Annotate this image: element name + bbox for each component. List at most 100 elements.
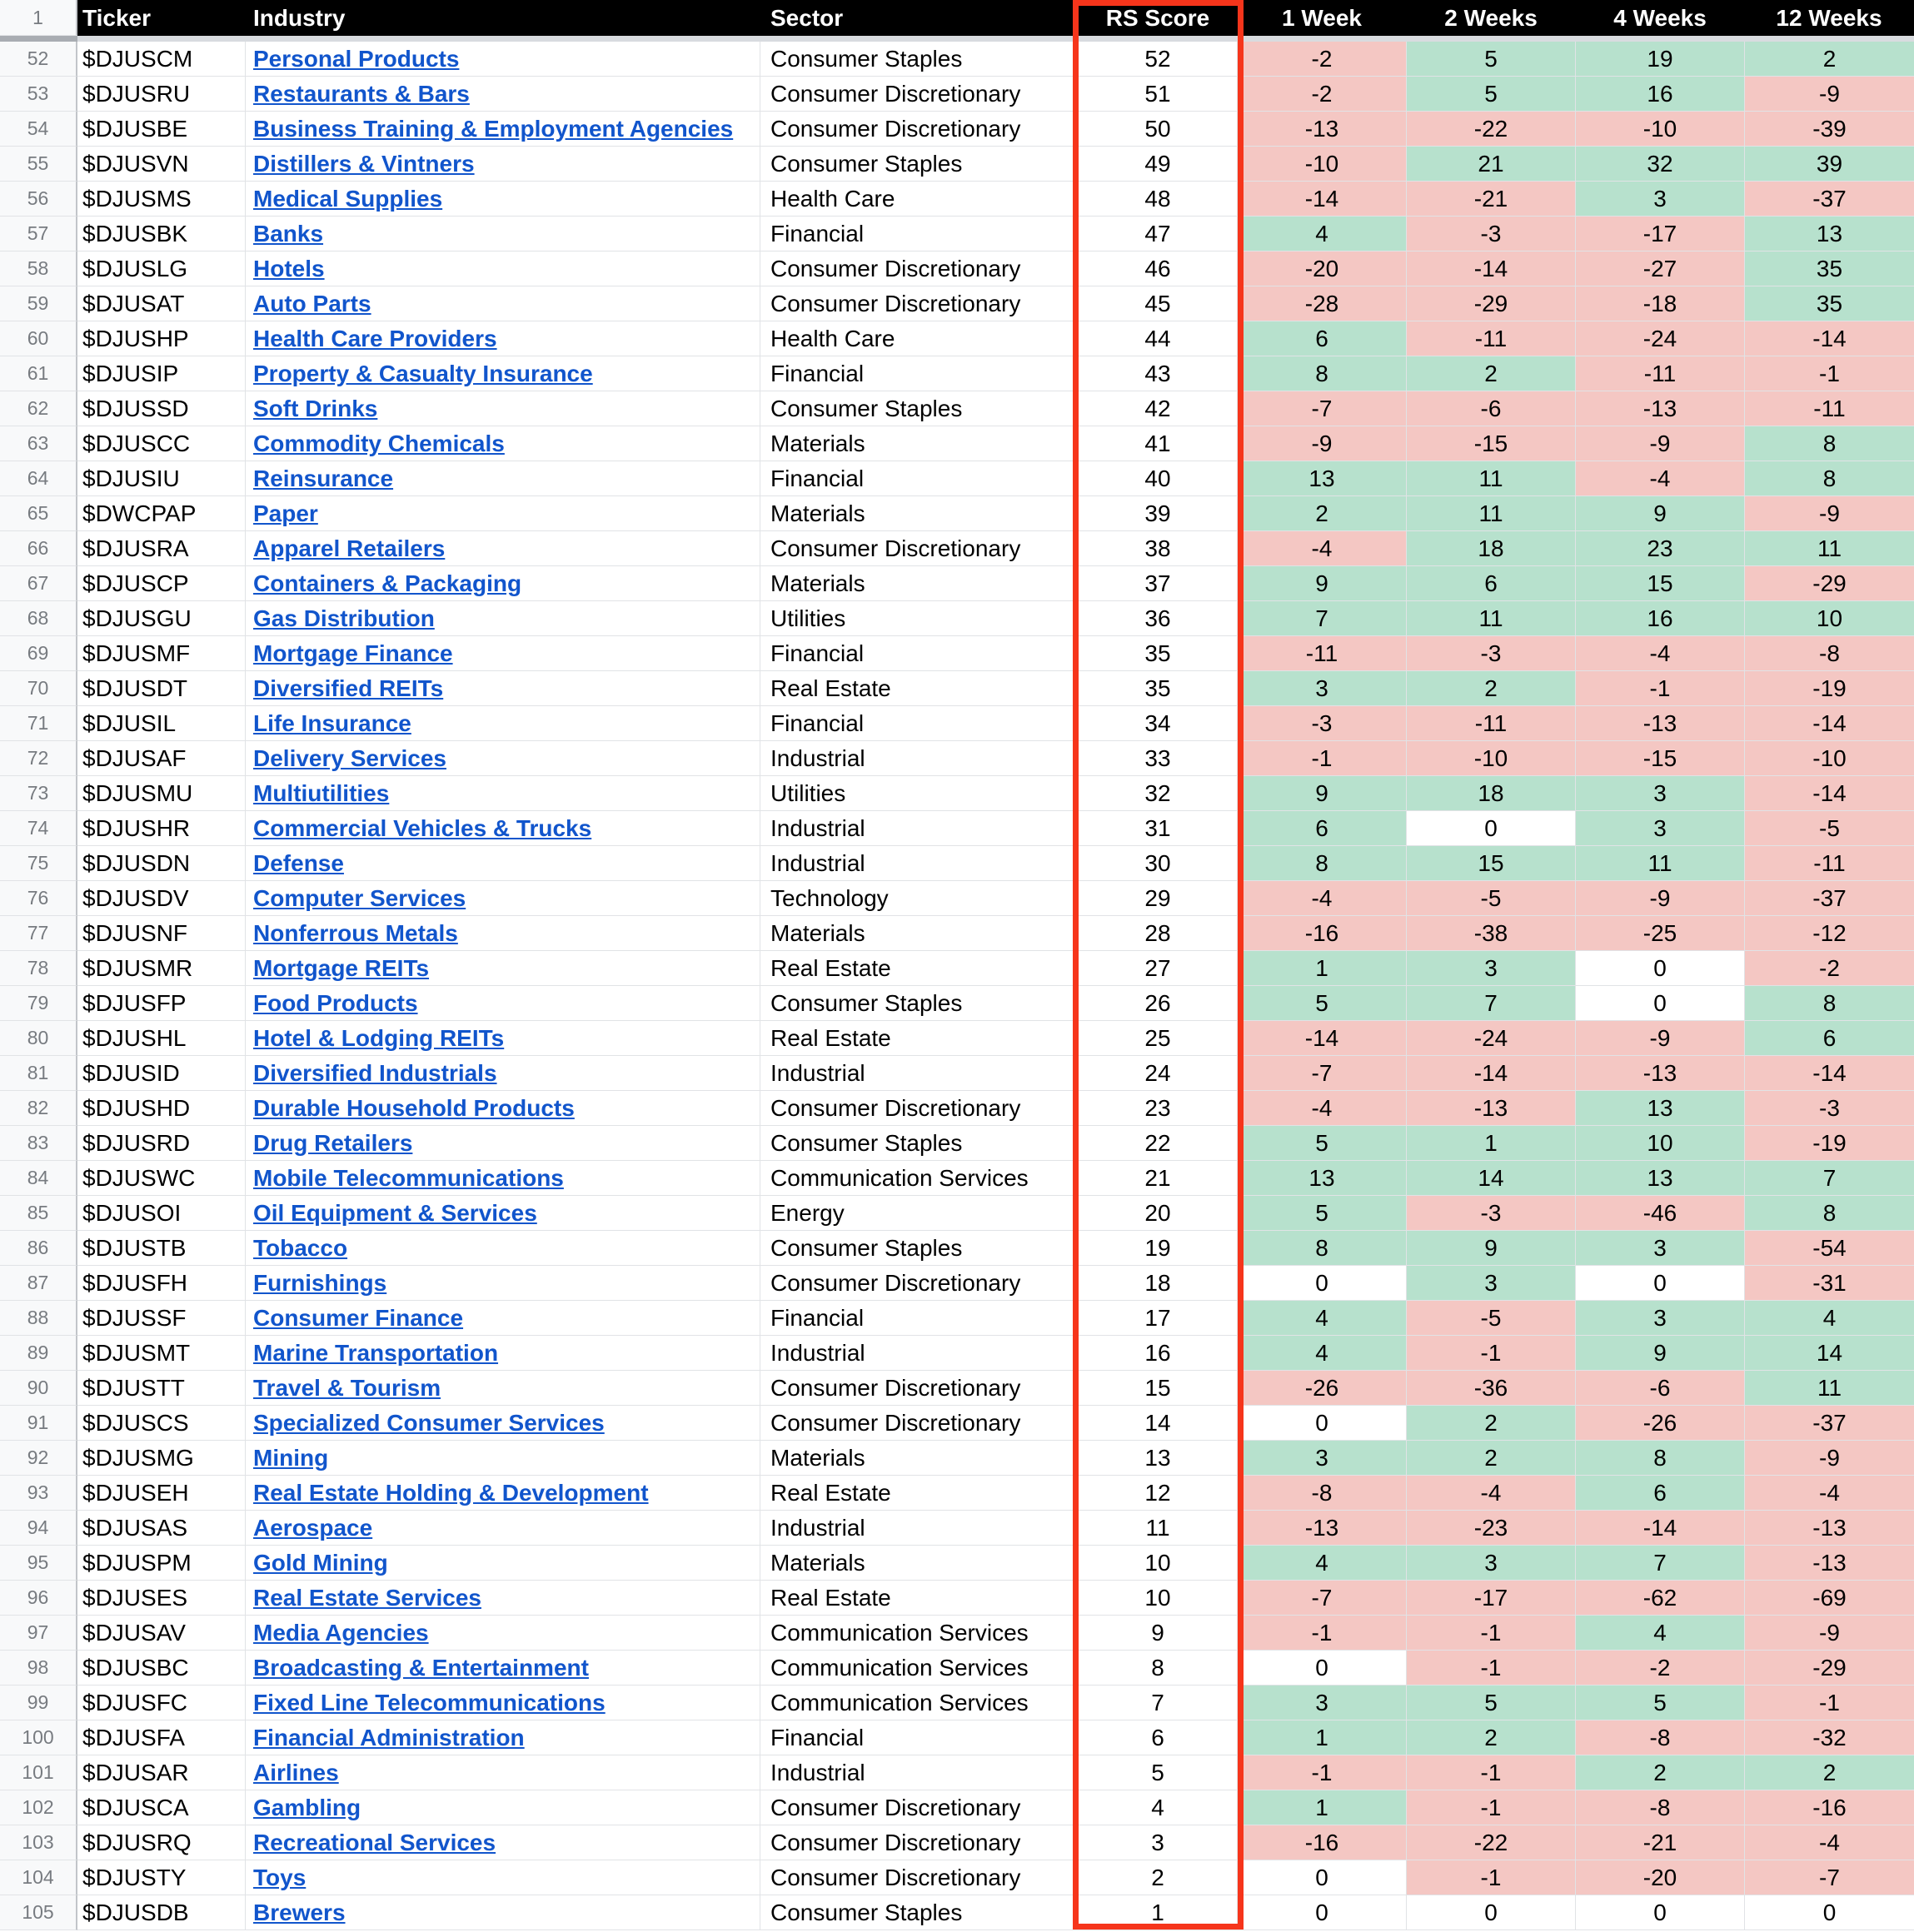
cell-12-weeks[interactable]: -9 <box>1745 77 1914 112</box>
col-header-12-weeks[interactable]: 12 Weeks <box>1745 0 1914 36</box>
row-number[interactable]: 76 <box>0 881 77 916</box>
cell-1-week[interactable]: 9 <box>1238 566 1407 601</box>
industry-link[interactable]: Paper <box>253 500 318 526</box>
sector-cell[interactable]: Industrial <box>760 741 1079 776</box>
industry-link[interactable]: Delivery Services <box>253 744 446 771</box>
sector-cell[interactable]: Consumer Discretionary <box>760 1266 1079 1301</box>
ticker-cell[interactable]: $DJUSFA <box>77 1720 246 1755</box>
cell-4-weeks[interactable]: 3 <box>1576 776 1745 811</box>
industry-link[interactable]: Apparel Retailers <box>253 535 446 561</box>
col-header-ticker[interactable]: Ticker <box>77 0 246 36</box>
industry-link[interactable]: Gold Mining <box>253 1549 388 1576</box>
cell-2-weeks[interactable]: -6 <box>1407 391 1576 426</box>
industry-link[interactable]: Oil Equipment & Services <box>253 1199 537 1226</box>
row-number[interactable]: 75 <box>0 846 77 881</box>
cell-4-weeks[interactable]: 16 <box>1576 601 1745 636</box>
cell-2-weeks[interactable]: 3 <box>1407 951 1576 986</box>
sector-cell[interactable]: Industrial <box>760 1511 1079 1546</box>
cell-1-week[interactable]: 5 <box>1238 986 1407 1021</box>
col-header-1-week[interactable]: 1 Week <box>1238 0 1407 36</box>
rs-score-cell[interactable]: 32 <box>1079 776 1238 811</box>
cell-2-weeks[interactable]: 3 <box>1407 1546 1576 1581</box>
row-number[interactable]: 70 <box>0 671 77 706</box>
industry-cell[interactable]: Tobacco <box>246 1231 760 1266</box>
industry-link[interactable]: Consumer Finance <box>253 1304 464 1331</box>
rs-score-cell[interactable]: 47 <box>1079 217 1238 251</box>
ticker-cell[interactable]: $DJUSVN <box>77 147 246 182</box>
cell-12-weeks[interactable]: 11 <box>1745 1371 1914 1406</box>
rs-score-cell[interactable]: 14 <box>1079 1406 1238 1441</box>
row-number[interactable]: 80 <box>0 1021 77 1056</box>
sector-cell[interactable]: Materials <box>760 496 1079 531</box>
cell-1-week[interactable]: 0 <box>1238 1895 1407 1930</box>
cell-2-weeks[interactable]: -3 <box>1407 1196 1576 1231</box>
ticker-cell[interactable]: $DJUSRU <box>77 77 246 112</box>
cell-1-week[interactable]: 1 <box>1238 951 1407 986</box>
row-number[interactable]: 92 <box>0 1441 77 1476</box>
industry-link[interactable]: Personal Products <box>253 45 460 72</box>
cell-1-week[interactable]: 0 <box>1238 1406 1407 1441</box>
cell-12-weeks[interactable]: -7 <box>1745 1860 1914 1895</box>
cell-2-weeks[interactable]: -1 <box>1407 1651 1576 1686</box>
industry-link[interactable]: Nonferrous Metals <box>253 919 458 946</box>
cell-12-weeks[interactable]: 6 <box>1745 1021 1914 1056</box>
cell-1-week[interactable]: 4 <box>1238 1546 1407 1581</box>
row-number[interactable]: 98 <box>0 1651 77 1686</box>
cell-1-week[interactable]: -13 <box>1238 112 1407 147</box>
cell-12-weeks[interactable]: 8 <box>1745 426 1914 461</box>
rs-score-cell[interactable]: 12 <box>1079 1476 1238 1511</box>
cell-4-weeks[interactable]: -27 <box>1576 251 1745 286</box>
cell-1-week[interactable]: -1 <box>1238 741 1407 776</box>
industry-cell[interactable]: Food Products <box>246 986 760 1021</box>
sector-cell[interactable]: Materials <box>760 426 1079 461</box>
cell-1-week[interactable]: 7 <box>1238 601 1407 636</box>
rs-score-cell[interactable]: 18 <box>1079 1266 1238 1301</box>
cell-4-weeks[interactable]: -4 <box>1576 461 1745 496</box>
ticker-cell[interactable]: $DJUSID <box>77 1056 246 1091</box>
cell-2-weeks[interactable]: -24 <box>1407 1021 1576 1056</box>
rs-score-cell[interactable]: 49 <box>1079 147 1238 182</box>
cell-1-week[interactable]: -1 <box>1238 1616 1407 1651</box>
ticker-cell[interactable]: $DJUSCA <box>77 1790 246 1825</box>
cell-4-weeks[interactable]: -21 <box>1576 1825 1745 1860</box>
industry-cell[interactable]: Banks <box>246 217 760 251</box>
ticker-cell[interactable]: $DJUSRA <box>77 531 246 566</box>
cell-2-weeks[interactable]: -11 <box>1407 321 1576 356</box>
sector-cell[interactable]: Consumer Staples <box>760 1126 1079 1161</box>
row-number[interactable]: 59 <box>0 286 77 321</box>
row-number[interactable]: 85 <box>0 1196 77 1231</box>
cell-4-weeks[interactable]: 7 <box>1576 1546 1745 1581</box>
row-number[interactable]: 79 <box>0 986 77 1021</box>
row-number[interactable]: 104 <box>0 1860 77 1895</box>
ticker-cell[interactable]: $DJUSBK <box>77 217 246 251</box>
industry-cell[interactable]: Aerospace <box>246 1511 760 1546</box>
col-header-2-weeks[interactable]: 2 Weeks <box>1407 0 1576 36</box>
cell-2-weeks[interactable]: 0 <box>1407 811 1576 846</box>
ticker-cell[interactable]: $DJUSHD <box>77 1091 246 1126</box>
ticker-cell[interactable]: $DJUSOI <box>77 1196 246 1231</box>
industry-link[interactable]: Mortgage Finance <box>253 640 453 666</box>
cell-1-week[interactable]: -4 <box>1238 531 1407 566</box>
cell-1-week[interactable]: 5 <box>1238 1196 1407 1231</box>
cell-12-weeks[interactable]: -37 <box>1745 182 1914 217</box>
industry-link[interactable]: Gas Distribution <box>253 605 435 631</box>
industry-cell[interactable]: Fixed Line Telecommunications <box>246 1686 760 1720</box>
ticker-cell[interactable]: $DJUSFH <box>77 1266 246 1301</box>
sector-cell[interactable]: Consumer Discretionary <box>760 1790 1079 1825</box>
row-number[interactable]: 96 <box>0 1581 77 1616</box>
cell-2-weeks[interactable]: 2 <box>1407 671 1576 706</box>
rs-score-cell[interactable]: 10 <box>1079 1546 1238 1581</box>
cell-2-weeks[interactable]: 2 <box>1407 1441 1576 1476</box>
cell-4-weeks[interactable]: 13 <box>1576 1161 1745 1196</box>
cell-2-weeks[interactable]: -1 <box>1407 1336 1576 1371</box>
cell-4-weeks[interactable]: 13 <box>1576 1091 1745 1126</box>
cell-4-weeks[interactable]: 8 <box>1576 1441 1745 1476</box>
sector-cell[interactable]: Materials <box>760 916 1079 951</box>
sector-cell[interactable]: Consumer Discretionary <box>760 286 1079 321</box>
industry-link[interactable]: Hotel & Lodging REITs <box>253 1024 505 1051</box>
ticker-cell[interactable]: $DWCPAP <box>77 496 246 531</box>
cell-4-weeks[interactable]: -15 <box>1576 741 1745 776</box>
sector-cell[interactable]: Financial <box>760 461 1079 496</box>
industry-link[interactable]: Drug Retailers <box>253 1129 413 1156</box>
row-number[interactable]: 62 <box>0 391 77 426</box>
